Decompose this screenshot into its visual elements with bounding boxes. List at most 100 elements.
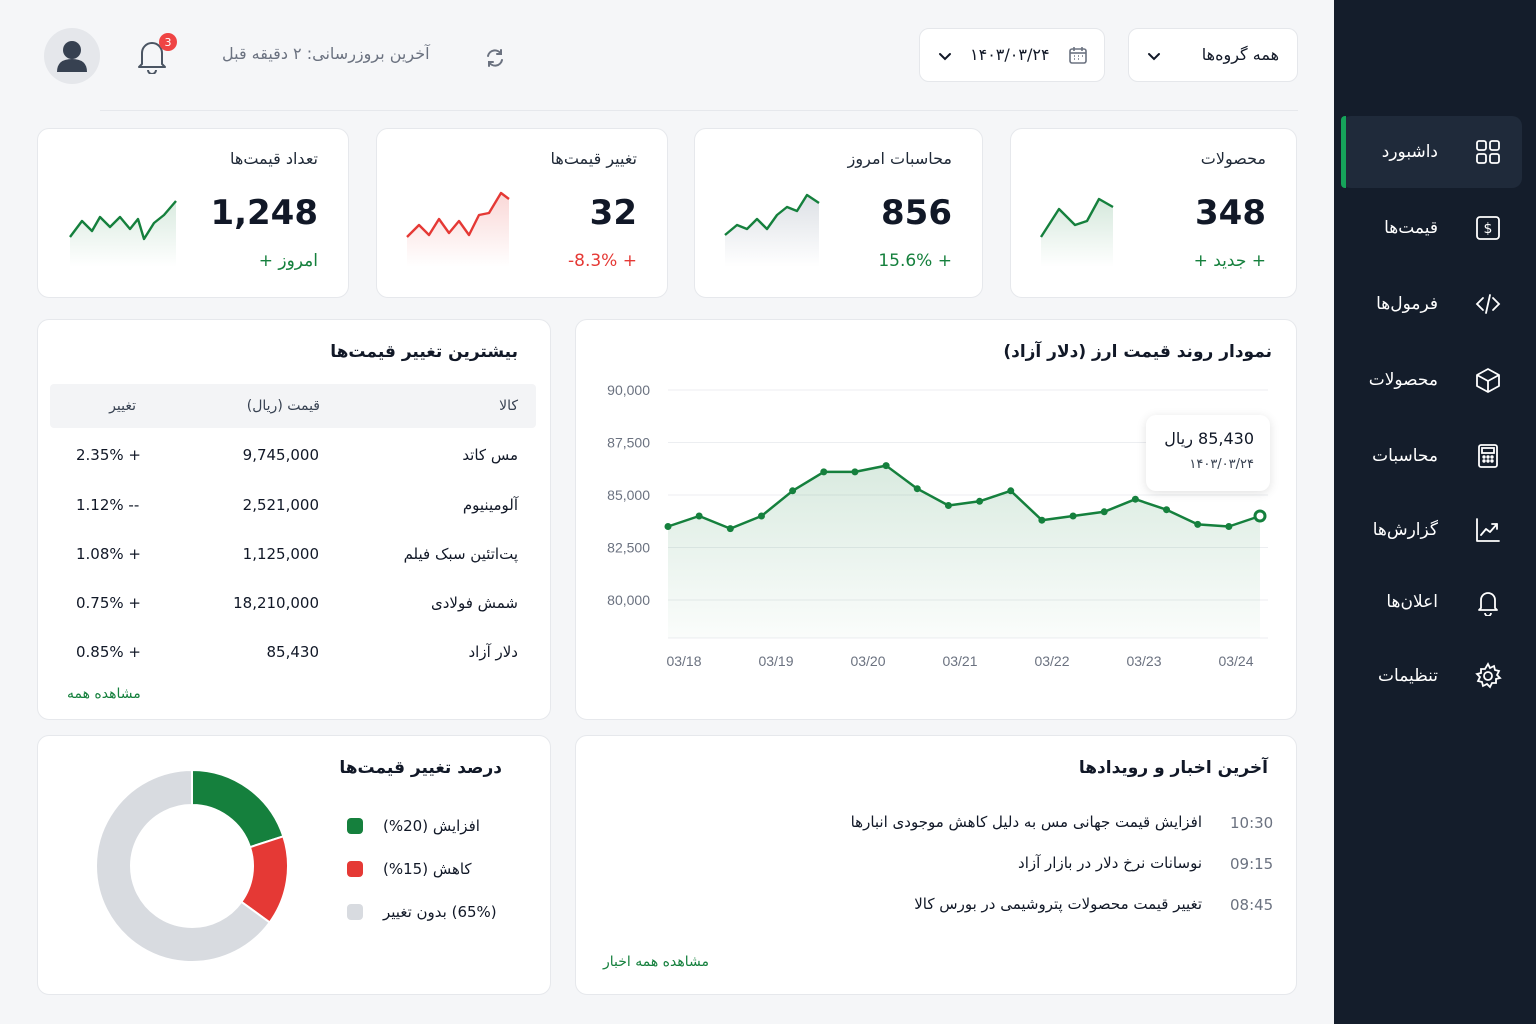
tooltip-value: 85,430 ریال — [1164, 429, 1254, 448]
sidebar-item-calculations[interactable]: محاسبات — [1341, 420, 1522, 492]
avatar[interactable] — [44, 28, 100, 84]
cell-change: -- 1.12% — [76, 496, 140, 514]
x-tick-label: 03/19 — [758, 653, 793, 669]
news-text: افزایش قیمت جهانی مس به دلیل کاهش موجودی… — [850, 813, 1202, 831]
data-point[interactable] — [1253, 509, 1267, 523]
view-all-news-link[interactable]: مشاهده همه اخبار — [603, 954, 709, 970]
data-point[interactable] — [1163, 506, 1171, 514]
sidebar-item-label: محاسبات — [1372, 446, 1438, 466]
legend-label: کاهش (15%) — [383, 860, 472, 878]
sidebar-item-formulas[interactable]: فرمول‌ها — [1341, 268, 1522, 340]
kpi-title: محاسبات امروز — [847, 149, 952, 168]
data-point[interactable] — [1007, 487, 1015, 495]
cell-item: آلومینیوم — [462, 496, 518, 514]
notification-badge: 3 — [159, 33, 177, 51]
data-point[interactable] — [1069, 512, 1077, 520]
data-point[interactable] — [1131, 495, 1139, 503]
sidebar-item-notifications[interactable]: اعلان‌ها — [1341, 566, 1522, 638]
cell-price: 9,745,000 — [242, 446, 319, 464]
x-tick-label: 03/24 — [1218, 653, 1253, 669]
sidebar-item-prices[interactable]: $ قیمت‌ها — [1341, 192, 1522, 264]
column-header-item: کالا — [499, 398, 518, 414]
column-header-price: قیمت (ریال) — [246, 398, 320, 414]
y-tick-label: 90,000 — [607, 382, 650, 398]
cell-change: + 0.85% — [76, 643, 141, 661]
data-point[interactable] — [726, 525, 734, 533]
sparkline — [406, 191, 510, 267]
sidebar: داشبورد $ قیمت‌ها فرمول‌ها محصولات محاسب… — [1334, 0, 1536, 1024]
data-point[interactable] — [757, 512, 765, 520]
data-point[interactable] — [976, 497, 984, 505]
price-trend-chart: 90,000 87,500 85,000 82,500 80,000 03/18 03/19… — [607, 382, 1268, 669]
kpi-delta: امروز + — [258, 251, 318, 271]
legend-swatch-increase — [347, 818, 363, 834]
data-point[interactable] — [913, 485, 921, 493]
data-point[interactable] — [664, 523, 672, 530]
sidebar-item-reports[interactable]: گزارش‌ها — [1341, 494, 1522, 566]
view-all-link[interactable]: مشاهده همه — [67, 686, 141, 702]
data-point[interactable] — [851, 468, 859, 476]
x-tick-label: 03/21 — [942, 653, 977, 669]
data-point[interactable] — [789, 487, 797, 495]
calendar-icon — [1069, 47, 1087, 64]
chart-title: نمودار روند قیمت ارز (دلار آزاد) — [1003, 342, 1272, 362]
grid-icon — [1474, 138, 1502, 166]
donut-slice-increase[interactable] — [191, 768, 285, 849]
news-text: تغییر قیمت محصولات پتروشیمی در بورس کالا — [914, 895, 1202, 913]
chevron-down-icon — [939, 53, 951, 61]
cell-price: 1,125,000 — [242, 545, 319, 563]
y-tick-label: 87,500 — [607, 435, 650, 451]
refresh-button[interactable] — [484, 47, 506, 69]
group-select[interactable]: همه گروه‌ها — [1128, 28, 1298, 82]
cell-item: شمش فولادی — [430, 594, 518, 612]
cell-change: + 1.08% — [76, 545, 141, 563]
data-point[interactable] — [1225, 523, 1233, 530]
sparkline — [69, 200, 177, 267]
data-point[interactable] — [820, 468, 828, 476]
sidebar-item-products[interactable]: محصولات — [1341, 344, 1522, 416]
legend-swatch-unchanged — [347, 904, 363, 920]
date-value: ۱۴۰۳/۰۳/۲۴ — [970, 45, 1050, 64]
news-time: 10:30 — [1230, 814, 1274, 832]
kpi-card-price-count: تعداد قیمت‌ها 1,248 امروز + — [37, 128, 349, 298]
sidebar-item-label: قیمت‌ها — [1384, 218, 1438, 238]
data-point[interactable] — [1100, 508, 1108, 516]
notification-bell-button[interactable] — [136, 38, 168, 75]
cell-item: دلار آزاد — [468, 643, 518, 661]
data-point[interactable] — [882, 462, 890, 470]
sidebar-item-label: داشبورد — [1381, 142, 1438, 162]
y-tick-label: 82,500 — [607, 540, 650, 556]
date-picker[interactable]: ۱۴۰۳/۰۳/۲۴ — [919, 28, 1105, 82]
data-point[interactable] — [695, 512, 703, 520]
table-title: بیشترین تغییر قیمت‌ها — [330, 342, 518, 362]
user-icon — [57, 41, 87, 72]
x-tick-label: 03/22 — [1034, 653, 1069, 669]
change-distribution-card: درصد تغییر قیمت‌ها افزایش (20%) کاهش (15… — [37, 735, 551, 995]
cell-price: 18,210,000 — [233, 594, 319, 612]
x-tick-label: 03/23 — [1126, 653, 1161, 669]
y-tick-label: 80,000 — [607, 592, 650, 608]
sidebar-item-label: اعلان‌ها — [1386, 592, 1438, 612]
kpi-card-price-changes: تغییر قیمت‌ها 32 + 8.3%- — [376, 128, 668, 298]
data-point[interactable] — [1194, 520, 1202, 528]
sidebar-item-settings[interactable]: تنظیمات — [1341, 640, 1522, 712]
sidebar-item-dashboard[interactable]: داشبورد — [1341, 116, 1522, 188]
data-point[interactable] — [1038, 516, 1046, 524]
code-icon — [1474, 290, 1502, 318]
cell-item: پت‌اتئین سبک فیلم — [403, 545, 518, 563]
last-update-text: آخرین بروزرسانی: ۲ دقیقه قبل — [222, 44, 430, 63]
svg-text:$: $ — [1484, 221, 1493, 237]
kpi-delta: + 15.6% — [878, 251, 952, 271]
gear-icon — [1474, 662, 1502, 690]
header-divider — [100, 110, 1298, 111]
kpi-title: تغییر قیمت‌ها — [550, 149, 638, 168]
series-area — [668, 465, 1260, 638]
sidebar-item-label: محصولات — [1368, 370, 1438, 390]
donut-slice-unchanged[interactable] — [95, 768, 272, 963]
kpi-card-products: محصولات 348 + جدید + — [1010, 128, 1297, 298]
sparkline — [1039, 197, 1114, 267]
cell-item: مس کاتد — [462, 446, 518, 464]
data-point[interactable] — [944, 502, 952, 509]
legend-swatch-decrease — [347, 861, 363, 877]
cell-change: + 0.75% — [76, 594, 141, 612]
